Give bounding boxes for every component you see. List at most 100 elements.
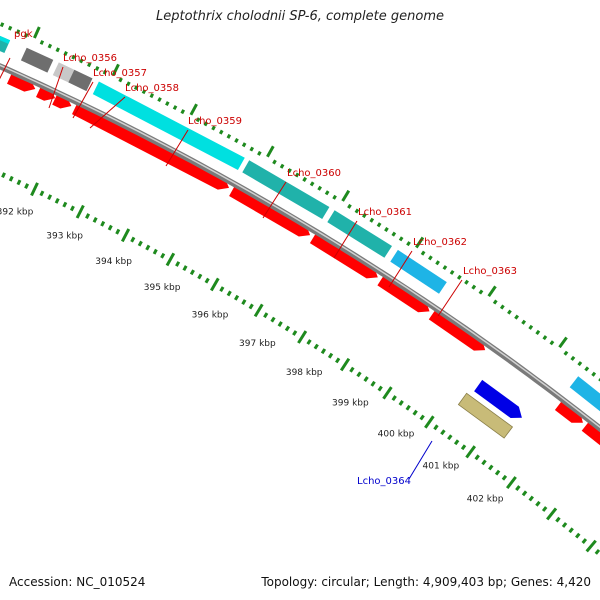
inner-tick-mark — [197, 273, 203, 280]
inner-tick-mark — [561, 522, 568, 528]
kbp-label: 395 kbp — [144, 283, 181, 293]
cds-arrow[interactable] — [72, 101, 229, 190]
kbp-label: 400 kbp — [378, 429, 415, 439]
outer-tick-mark — [7, 25, 13, 31]
outer-tick-mark — [376, 222, 382, 228]
gene-box-lcho0362[interactable] — [390, 249, 447, 294]
outer-tick-mark — [317, 185, 322, 191]
inner-tick-mark — [175, 261, 181, 267]
outer-tick-mark — [549, 340, 555, 346]
inner-tick-mark — [107, 224, 113, 231]
outer-tick-mark — [428, 255, 433, 261]
selected-gene-box[interactable] — [457, 392, 514, 439]
gene-label[interactable]: Lcho_0361 — [358, 207, 412, 218]
outer-tick-mark — [272, 159, 277, 165]
gene-label[interactable]: Lcho_0362 — [413, 237, 467, 248]
inner-tick-mark — [115, 228, 121, 235]
inner-tick-mark — [100, 220, 106, 227]
gene-box-lcho0357[interactable] — [52, 62, 75, 83]
inner-tick-mark — [292, 330, 298, 336]
cds-arrow[interactable] — [36, 84, 56, 101]
cds-arrow[interactable] — [554, 398, 583, 423]
outer-tick-mark — [118, 77, 123, 83]
inner-tick-mark — [182, 265, 188, 272]
outer-tick-mark — [211, 125, 216, 131]
gene-label[interactable]: Lcho_0358 — [125, 83, 179, 94]
outer-tick-mark — [47, 43, 53, 49]
cds-arrow[interactable] — [428, 307, 486, 351]
gene-labels: pgk Lcho_0356 Lcho_0357 Lcho_0358 Lcho_0359 L… — [0, 29, 517, 487]
inner-tick-mark — [16, 179, 22, 186]
outer-tick-mark — [558, 336, 568, 349]
outer-tick-mark — [542, 335, 548, 341]
cds-arrow[interactable] — [52, 92, 72, 109]
inner-tick-mark — [54, 197, 60, 204]
inner-tick-mark — [297, 330, 308, 344]
kbp-label: 397 kbp — [239, 339, 276, 349]
outer-tick-mark — [507, 309, 512, 315]
outer-tick-mark — [570, 355, 576, 361]
inner-tick-mark — [30, 182, 39, 197]
outer-tick-mark — [180, 109, 186, 115]
outer-tick-mark — [71, 54, 76, 60]
gene-box-highlight[interactable] — [0, 14, 11, 44]
cds-arrow[interactable] — [309, 231, 378, 279]
outer-tick-mark — [362, 213, 367, 219]
outer-tick-mark — [33, 26, 41, 39]
length-label: Length: — [373, 575, 423, 589]
selected-cds-arrow[interactable] — [474, 379, 522, 418]
gene-box-lcho0358[interactable] — [68, 69, 93, 92]
length-value: 4,909,403 bp — [422, 575, 503, 589]
gene-label[interactable]: Lcho_0356 — [63, 53, 117, 64]
inner-tick-mark — [145, 244, 151, 251]
gene-label[interactable]: pgk — [14, 29, 33, 40]
outer-tick-mark — [63, 51, 68, 56]
outer-tick-mark — [133, 85, 139, 91]
gene-label[interactable]: Lcho_0359 — [188, 116, 242, 127]
inner-tick-mark — [210, 277, 220, 292]
outer-tick-mark — [149, 93, 155, 99]
inner-tick-mark — [284, 325, 291, 332]
cds-arrow[interactable] — [229, 183, 311, 237]
inner-tick-ring — [1, 172, 600, 555]
summary-separator: ; — [503, 575, 511, 589]
gene-label[interactable]: Lcho_0357 — [93, 68, 147, 79]
gene-label-leader — [408, 440, 433, 480]
inner-tick-mark — [412, 409, 418, 416]
gene-label[interactable]: Lcho_0360 — [287, 168, 341, 179]
inner-tick-mark — [453, 439, 460, 446]
cds-arrow[interactable] — [377, 273, 430, 313]
inner-tick-mark — [234, 294, 240, 301]
inner-tick-mark — [92, 217, 98, 223]
inner-tick-mark — [241, 299, 247, 305]
gene-box-lcho0361[interactable] — [327, 210, 392, 258]
inner-tick-mark — [320, 348, 327, 355]
inner-tick-mark — [270, 316, 276, 323]
gene-label-leader — [437, 279, 463, 317]
outer-tick-mark — [514, 314, 520, 320]
outer-tick-mark — [420, 250, 426, 256]
outer-tick-mark — [577, 361, 583, 367]
gene-label[interactable]: Lcho_0364 — [357, 476, 411, 487]
outer-tick-mark — [354, 208, 360, 214]
gene-box-lcho0363[interactable] — [569, 376, 600, 454]
outer-tick-mark — [287, 168, 292, 174]
gene-box-lcho0360[interactable] — [242, 160, 330, 219]
gene-box-lcho0356[interactable] — [20, 47, 54, 73]
inner-tick-mark — [515, 485, 521, 492]
outer-tick-mark — [332, 194, 337, 200]
gene-label-leader — [165, 129, 189, 167]
gene-label[interactable]: Lcho_0363 — [463, 266, 517, 277]
gene-box-pgk[interactable] — [0, 14, 11, 53]
backbone-track — [0, 63, 600, 433]
inner-tick-mark — [8, 175, 14, 182]
inner-tick-mark — [460, 444, 467, 451]
cds-arrow[interactable] — [7, 71, 36, 92]
outer-tick-mark — [398, 236, 404, 242]
kbp-label: 396 kbp — [192, 311, 229, 321]
gene-label-leader — [333, 220, 358, 259]
gene-box-lcho0359[interactable] — [92, 81, 245, 171]
